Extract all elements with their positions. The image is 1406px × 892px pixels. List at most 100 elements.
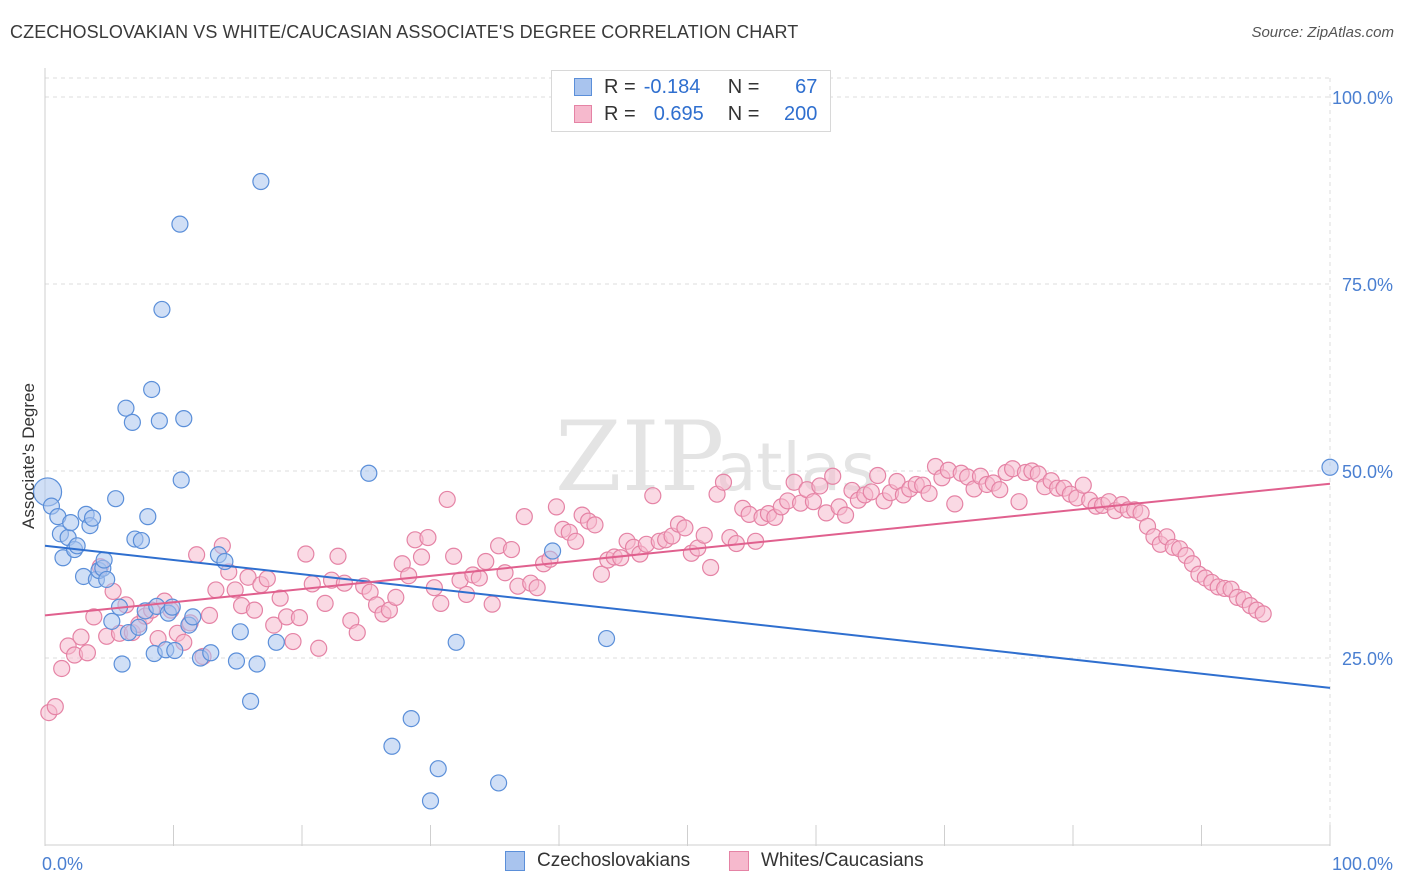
- whites-caucasians-point: [592, 565, 611, 583]
- whites-caucasians-point: [438, 490, 456, 509]
- whites-caucasians-point: [1254, 605, 1272, 623]
- whites-caucasians-point: [290, 609, 309, 627]
- legend-n-label: N =: [727, 75, 760, 98]
- legend-n-value: 67: [795, 75, 818, 98]
- whites-caucasians-point: [483, 595, 501, 613]
- whites-caucasians-point: [869, 466, 887, 485]
- whites-caucasians-point: [432, 594, 450, 612]
- trend-lines: [44, 482, 1331, 689]
- whites-caucasians-point: [515, 508, 533, 526]
- whites-caucasians-point: [644, 487, 662, 505]
- legend-row-whites-caucasians: R = 0.695 N = 200: [574, 101, 817, 127]
- whites-caucasians-point: [946, 495, 964, 513]
- czechoslovakians-point: [231, 623, 249, 641]
- czechoslovakians-point: [166, 641, 184, 660]
- x-tick-labels: 0.0% 100.0%: [42, 854, 1393, 874]
- whites-caucasians-point: [547, 498, 566, 516]
- whites-caucasians-point: [1010, 493, 1028, 511]
- czechoslovakians-point: [117, 399, 135, 417]
- czechoslovakians-point: [68, 537, 86, 555]
- whites-caucasians-point: [502, 540, 521, 559]
- whites-caucasians-point: [387, 588, 405, 607]
- correlation-legend: R = -0.184 N = 67 R = 0.695 N = 200: [551, 70, 831, 132]
- whites-caucasians-point: [785, 473, 803, 491]
- source-credit: Source: ZipAtlas.com: [1251, 24, 1394, 41]
- czechoslovakians-point: [107, 490, 125, 508]
- y-tick-label-50: 50.0%: [1342, 462, 1393, 482]
- whites-caucasians-points: [40, 457, 1272, 722]
- whites-caucasians-point: [695, 526, 713, 544]
- bottom-legend-swatch-pink: [729, 851, 749, 871]
- whites-caucasians-point: [348, 623, 366, 642]
- whites-caucasians-trend-line: [44, 482, 1331, 617]
- legend-swatch-blue: [574, 78, 592, 96]
- whites-caucasians-point: [188, 546, 206, 564]
- y-tick-labels: 25.0% 50.0% 75.0% 100.0%: [1332, 88, 1393, 669]
- whites-caucasians-point: [284, 632, 302, 651]
- x-tick-label-min: 0.0%: [42, 854, 83, 874]
- whites-caucasians-point: [528, 579, 546, 597]
- czechoslovakians-point: [83, 509, 102, 527]
- whites-caucasians-point: [714, 473, 733, 491]
- czechoslovakians-point: [227, 652, 246, 670]
- czechoslovakians-point: [421, 792, 440, 810]
- czechoslovakians-point: [184, 608, 202, 626]
- czechoslovakians-point: [383, 737, 401, 755]
- whites-caucasians-point: [265, 616, 283, 634]
- whites-caucasians-point: [1074, 476, 1092, 494]
- czechoslovakians-point: [132, 531, 150, 550]
- x-tick-label-max: 100.0%: [1332, 854, 1393, 874]
- legend-n-value: 200: [784, 102, 818, 125]
- chart-title: CZECHOSLOVAKIAN VS WHITE/CAUCASIAN ASSOC…: [10, 22, 799, 42]
- whites-caucasians-point: [586, 516, 604, 534]
- czechoslovakians-point: [543, 542, 562, 560]
- whites-caucasians-point: [567, 532, 585, 550]
- bottom-legend-swatch-blue: [505, 851, 525, 871]
- legend-r-value: 0.695: [653, 102, 704, 125]
- whites-caucasians-point: [78, 644, 97, 662]
- whites-caucasians-point: [477, 552, 495, 571]
- legend-row-czechoslovakians: R = -0.184 N = 67: [574, 74, 817, 100]
- bottom-legend-label: Whites/Caucasians: [761, 850, 924, 871]
- czechoslovakians-point: [447, 633, 465, 651]
- whites-caucasians-point: [804, 493, 823, 511]
- whites-caucasians-point: [226, 581, 244, 599]
- whites-caucasians-point: [329, 547, 347, 565]
- czechoslovakians-point: [171, 215, 189, 233]
- czechoslovakians-point: [267, 633, 285, 651]
- whites-caucasians-point: [46, 698, 64, 716]
- y-tick-label-75: 75.0%: [1342, 275, 1393, 295]
- whites-caucasians-point: [400, 567, 418, 585]
- whites-caucasians-point: [457, 585, 476, 604]
- bottom-legend-czechoslovakians: Czechoslovakians: [505, 850, 690, 872]
- whites-caucasians-point: [676, 519, 694, 537]
- whites-caucasians-point: [316, 594, 334, 612]
- czechoslovakians-point: [597, 629, 616, 648]
- czechoslovakians-point: [429, 760, 447, 778]
- czechoslovakians-point: [98, 570, 116, 589]
- legend-r-value: -0.184: [643, 75, 701, 98]
- whites-caucasians-point: [836, 506, 855, 524]
- whites-caucasians-point: [245, 601, 264, 619]
- czechoslovakians-point: [360, 464, 378, 482]
- whites-caucasians-point: [824, 467, 842, 485]
- legend-r-label: R =: [604, 75, 636, 98]
- czechoslovakians-trend-line: [44, 544, 1331, 689]
- legend-r-label: R =: [604, 102, 636, 125]
- whites-caucasians-point: [53, 659, 71, 678]
- czechoslovakians-point: [95, 551, 113, 569]
- czechoslovakians-point: [143, 380, 161, 399]
- legend-swatch-pink: [574, 105, 592, 123]
- czechoslovakians-point: [113, 655, 131, 673]
- whites-caucasians-point: [991, 481, 1009, 499]
- legend-n-label: N =: [727, 102, 760, 125]
- whites-caucasians-point: [702, 558, 720, 577]
- czechoslovakians-point: [242, 692, 260, 710]
- whites-caucasians-point: [412, 548, 431, 566]
- czechoslovakians-point: [54, 549, 72, 567]
- y-axis-label: Associate's Degree: [19, 383, 38, 529]
- czechoslovakians-point: [130, 618, 148, 636]
- czechoslovakians-point: [153, 300, 171, 319]
- whites-caucasians-point: [85, 608, 103, 626]
